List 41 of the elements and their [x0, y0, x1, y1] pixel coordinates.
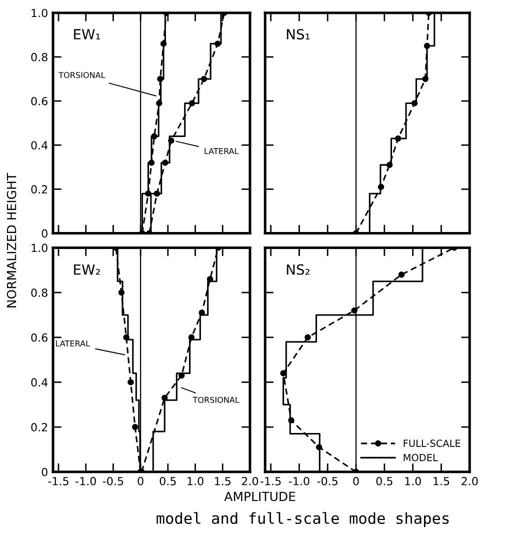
annotation: LATERAL [56, 340, 90, 346]
x-tick-label: 0 [353, 476, 359, 486]
y-tick-label: 0.6 [31, 96, 48, 106]
text: NS₂ [286, 264, 310, 275]
x-tick-label: -1.5 [260, 477, 281, 486]
y-tick-label: 0 [42, 468, 48, 476]
y-tick-label: 0.8 [31, 52, 48, 62]
annotation: TORSIONAL [192, 396, 240, 403]
y-tick-label: 0.4 [31, 141, 48, 150]
text: EW₂ [74, 264, 100, 275]
x-tick-label: 1.5 [434, 477, 450, 486]
text: EW₁ [74, 29, 100, 40]
text: model and full-scale mode shapes [156, 512, 449, 527]
y-tick-label: 0.8 [31, 288, 48, 297]
text: NS₁ [286, 28, 310, 40]
x-tick-label: 1.5 [215, 477, 230, 486]
x-tick-label: 0.5 [376, 476, 392, 486]
x-tick-label: 0 [138, 476, 144, 486]
x-tick-label: -1.5 [48, 477, 68, 486]
x-tick-label: -0.5 [102, 476, 124, 486]
y-tick-label: 0.2 [31, 423, 48, 432]
x-tick-label: 1.0 [188, 476, 204, 486]
x-tick-label: 1.0 [405, 476, 421, 486]
annotation: LATERAL [204, 148, 239, 154]
legend-label: FULL-SCALE [404, 440, 460, 447]
x-tick-label: 0.5 [160, 476, 176, 486]
y-tick-label: 1.0 [32, 8, 48, 18]
y-tick-label: 0.4 [31, 378, 48, 387]
x-tick-label: -1.0 [76, 476, 96, 486]
x-tick-label: -0.5 [317, 476, 338, 486]
y-tick-label: 1.0 [32, 244, 48, 252]
x-tick-label: 2.0 [242, 476, 258, 486]
y-axis-title: NORMALIZED HEIGHT [6, 172, 16, 308]
y-tick-label: 0 [42, 229, 48, 238]
x-tick-label: -1.0 [288, 476, 310, 486]
x-axis-title: AMPLITUDE [224, 492, 296, 502]
annotation: TORSIONAL [58, 72, 106, 78]
y-tick-label: 0.6 [31, 333, 48, 342]
legend-label: MODEL [404, 454, 438, 462]
x-tick-label: 2.0 [462, 476, 478, 486]
y-tick-label: 0.2 [31, 185, 48, 194]
